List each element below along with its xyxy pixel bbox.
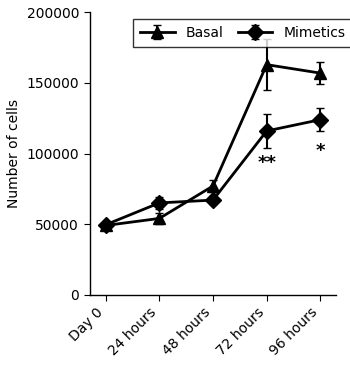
Text: *: * (316, 142, 325, 160)
Legend: Basal, Mimetics: Basal, Mimetics (133, 19, 350, 47)
Y-axis label: Number of cells: Number of cells (7, 99, 21, 208)
Text: **: ** (257, 154, 276, 172)
